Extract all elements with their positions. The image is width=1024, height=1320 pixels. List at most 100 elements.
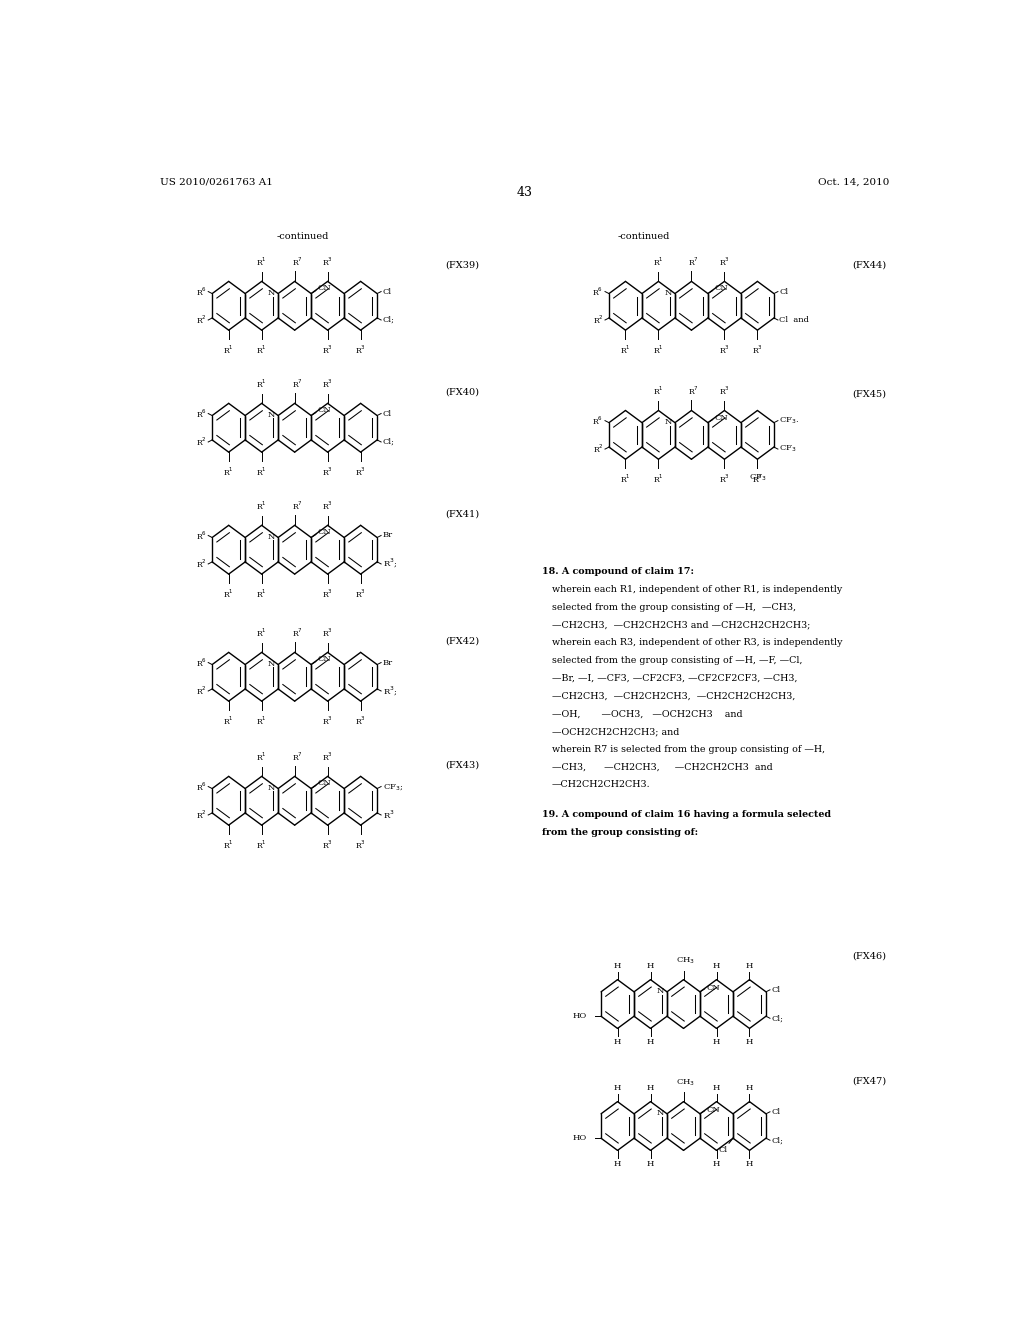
Text: R$^6$: R$^6$ — [196, 285, 207, 298]
Text: R$^3$: R$^3$ — [719, 256, 730, 268]
Text: R$^1$: R$^1$ — [256, 343, 267, 356]
Text: R$^3$: R$^3$ — [355, 587, 366, 599]
Text: R$^3$;: R$^3$; — [383, 685, 397, 697]
Text: R$^3$: R$^3$ — [719, 385, 730, 397]
Text: H: H — [613, 1159, 622, 1168]
Text: R$^1$: R$^1$ — [223, 343, 234, 356]
Text: (FX41): (FX41) — [445, 510, 479, 519]
Text: R$^7$: R$^7$ — [292, 500, 302, 512]
Text: R$^1$: R$^1$ — [653, 256, 664, 268]
Text: Oct. 14, 2010: Oct. 14, 2010 — [818, 177, 890, 186]
Text: R$^6$: R$^6$ — [196, 529, 207, 541]
Text: Cl;: Cl; — [771, 1014, 783, 1022]
Text: R$^1$: R$^1$ — [256, 587, 267, 599]
Text: R$^2$: R$^2$ — [196, 558, 207, 570]
Text: CN: CN — [317, 407, 331, 414]
Text: CF$_3$: CF$_3$ — [779, 444, 797, 454]
Text: N: N — [267, 532, 275, 540]
Text: 19. A compound of claim 16 having a formula selected: 19. A compound of claim 16 having a form… — [543, 810, 831, 820]
Text: N: N — [665, 417, 672, 425]
Text: R$^1$: R$^1$ — [223, 587, 234, 599]
Text: CN: CN — [707, 983, 720, 991]
Text: H: H — [745, 962, 754, 970]
Text: R$^1$: R$^1$ — [223, 466, 234, 478]
Text: HO: HO — [572, 1012, 587, 1020]
Text: R$^7$: R$^7$ — [688, 256, 699, 268]
Text: R$^1$: R$^1$ — [223, 838, 234, 851]
Text: Cl;: Cl; — [383, 315, 394, 323]
Text: wherein R7 is selected from the group consisting of —H,: wherein R7 is selected from the group co… — [552, 744, 825, 754]
Text: R$^7$: R$^7$ — [292, 256, 302, 268]
Text: H: H — [745, 1038, 754, 1045]
Text: (FX42): (FX42) — [445, 636, 479, 645]
Text: H: H — [647, 1159, 654, 1168]
Text: R$^3$: R$^3$ — [323, 627, 333, 639]
Text: R$^3$: R$^3$ — [752, 473, 763, 484]
Text: R$^3$: R$^3$ — [719, 473, 730, 484]
Text: -continued: -continued — [276, 232, 329, 242]
Text: Br: Br — [383, 532, 393, 540]
Text: selected from the group consisting of —H, —F, —Cl,: selected from the group consisting of —H… — [552, 656, 802, 665]
Text: R$^3$: R$^3$ — [323, 378, 333, 391]
Text: R$^3$: R$^3$ — [383, 809, 394, 821]
Text: H: H — [713, 1038, 720, 1045]
Text: Cl: Cl — [771, 986, 780, 994]
Text: (FX43): (FX43) — [445, 760, 479, 770]
Text: HO: HO — [572, 1134, 587, 1142]
Text: R$^2$: R$^2$ — [196, 314, 207, 326]
Text: R$^2$: R$^2$ — [593, 314, 603, 326]
Text: Cl;: Cl; — [771, 1137, 783, 1144]
Text: H: H — [613, 1038, 622, 1045]
Text: CF$_3$;: CF$_3$; — [383, 781, 402, 792]
Text: CN: CN — [715, 285, 728, 293]
Text: US 2010/0261763 A1: US 2010/0261763 A1 — [160, 177, 272, 186]
Text: —CH2CH3,  —CH2CH2CH3 and —CH2CH2CH2CH3;: —CH2CH3, —CH2CH2CH3 and —CH2CH2CH2CH3; — [552, 620, 810, 630]
Text: N: N — [267, 784, 275, 792]
Text: H: H — [713, 1085, 720, 1093]
Text: Cl  and: Cl and — [779, 315, 810, 323]
Text: R$^1$: R$^1$ — [223, 714, 234, 727]
Text: R$^1$: R$^1$ — [653, 385, 664, 397]
Text: Cl: Cl — [383, 288, 392, 296]
Text: R$^3$: R$^3$ — [355, 838, 366, 851]
Text: —Br, —I, —CF3, —CF2CF3, —CF2CF2CF3, —CH3,: —Br, —I, —CF3, —CF2CF3, —CF2CF2CF3, —CH3… — [552, 673, 798, 682]
Text: R$^3$: R$^3$ — [323, 343, 333, 356]
Text: Cl: Cl — [719, 1146, 728, 1155]
Text: R$^3$: R$^3$ — [323, 714, 333, 727]
Text: CF$_3$.: CF$_3$. — [779, 416, 800, 426]
Text: R$^2$: R$^2$ — [196, 436, 207, 449]
Text: CN: CN — [715, 413, 728, 421]
Text: R$^3$: R$^3$ — [323, 256, 333, 268]
Text: R$^1$: R$^1$ — [256, 256, 267, 268]
Text: (FX45): (FX45) — [852, 389, 886, 399]
Text: CN: CN — [317, 285, 331, 293]
Text: CF$_3$: CF$_3$ — [749, 473, 766, 483]
Text: R$^6$: R$^6$ — [196, 408, 207, 420]
Text: R$^3$: R$^3$ — [323, 751, 333, 763]
Text: R$^1$: R$^1$ — [256, 378, 267, 391]
Text: from the group consisting of:: from the group consisting of: — [543, 828, 698, 837]
Text: R$^1$: R$^1$ — [621, 473, 631, 484]
Text: R$^1$: R$^1$ — [256, 500, 267, 512]
Text: wherein each R1, independent of other R1, is independently: wherein each R1, independent of other R1… — [552, 585, 842, 594]
Text: R$^7$: R$^7$ — [292, 627, 302, 639]
Text: H: H — [613, 1085, 622, 1093]
Text: R$^3$: R$^3$ — [323, 466, 333, 478]
Text: R$^3$: R$^3$ — [323, 838, 333, 851]
Text: H: H — [647, 962, 654, 970]
Text: H: H — [647, 1085, 654, 1093]
Text: (FX40): (FX40) — [445, 388, 479, 397]
Text: R$^2$: R$^2$ — [196, 809, 207, 821]
Text: CN: CN — [317, 780, 331, 788]
Text: R$^2$: R$^2$ — [196, 685, 207, 697]
Text: Cl: Cl — [383, 409, 392, 417]
Text: R$^3$: R$^3$ — [752, 343, 763, 356]
Text: R$^3$: R$^3$ — [355, 466, 366, 478]
Text: H: H — [713, 962, 720, 970]
Text: R$^3$: R$^3$ — [323, 500, 333, 512]
Text: R$^1$: R$^1$ — [653, 343, 664, 356]
Text: (FX47): (FX47) — [852, 1077, 886, 1086]
Text: —OCH2CH2CH2CH3; and: —OCH2CH2CH2CH3; and — [552, 727, 679, 737]
Text: N: N — [656, 1109, 664, 1117]
Text: R$^3$: R$^3$ — [355, 714, 366, 727]
